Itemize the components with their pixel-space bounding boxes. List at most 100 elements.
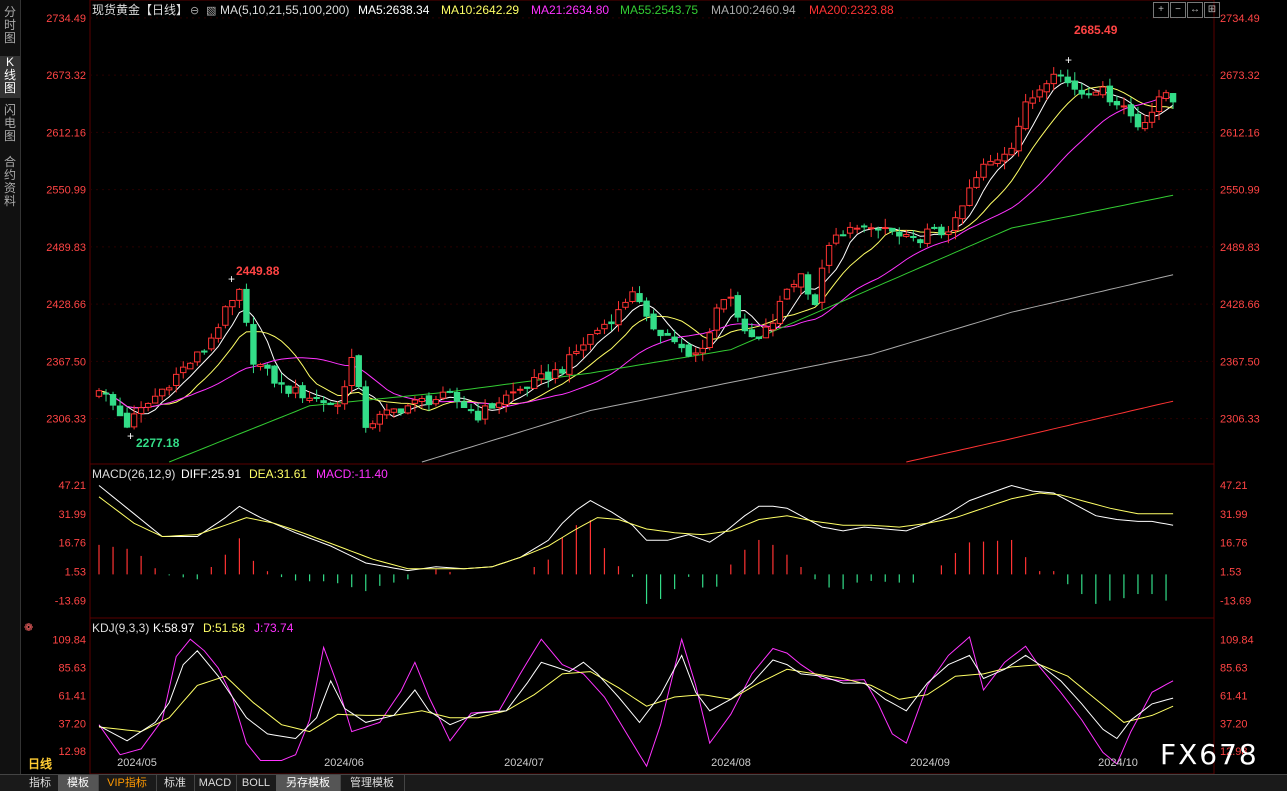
candle-down bbox=[931, 226, 938, 229]
candle-up bbox=[573, 351, 580, 354]
price-tick-label-right: 2612.16 bbox=[1220, 127, 1260, 139]
candle-up bbox=[903, 233, 910, 237]
bottom-toolbar: 指标 模板 VIP指标 标准 MACD BOLL 另存模板 管理模板 bbox=[0, 774, 1287, 791]
candle-down bbox=[488, 403, 496, 409]
ma100-value: MA100:2460.94 bbox=[711, 3, 796, 17]
price-tick-label-right: 2428.66 bbox=[1220, 299, 1260, 311]
kdj-tick-label-right: 37.20 bbox=[1220, 718, 1248, 730]
chart-title: 现货黄金【日线】 bbox=[92, 2, 188, 17]
period-label[interactable]: 日线 bbox=[28, 757, 53, 771]
candle-up bbox=[594, 329, 601, 335]
macd-dea-value: DEA:31.61 bbox=[249, 467, 307, 481]
candle-up bbox=[769, 322, 777, 331]
candle-up bbox=[495, 402, 503, 408]
candle-down bbox=[1169, 93, 1177, 103]
settings-icon[interactable]: ⊖ bbox=[190, 5, 199, 17]
candle-down bbox=[734, 295, 742, 318]
macd-tick-label-left: 31.99 bbox=[58, 509, 86, 521]
candle-down bbox=[264, 364, 271, 369]
ma-params: MA(5,10,21,55,100,200) bbox=[220, 3, 349, 17]
candle-up bbox=[369, 423, 376, 429]
candle-up bbox=[1022, 101, 1029, 130]
candle-up bbox=[348, 356, 355, 387]
candle-down bbox=[278, 382, 285, 385]
candle-down bbox=[875, 228, 882, 231]
candle-up bbox=[987, 160, 994, 166]
tab-timeshare[interactable]: 分时图 bbox=[0, 6, 20, 46]
candle-up bbox=[727, 296, 734, 299]
candle-up bbox=[1092, 91, 1100, 96]
macd-params: MACD(26,12,9) bbox=[92, 467, 175, 481]
candle-up bbox=[432, 399, 440, 405]
candle-up bbox=[1155, 96, 1163, 113]
candle-up bbox=[341, 386, 348, 405]
macd-panel-border bbox=[89, 463, 1215, 619]
bottom-tab-template[interactable]: 模板 bbox=[58, 775, 99, 791]
tab-flash-chart[interactable]: 闪电图 bbox=[0, 104, 20, 146]
tab-contract-info[interactable]: 合约资料 bbox=[0, 156, 20, 212]
candle-up bbox=[945, 231, 952, 236]
candle-down bbox=[685, 344, 692, 357]
candle-up bbox=[1008, 147, 1015, 156]
price-tick-label-right: 2550.99 bbox=[1220, 185, 1260, 197]
bottom-tab-macd[interactable]: MACD bbox=[194, 775, 237, 791]
date-tick-label: 2024/05 bbox=[117, 757, 157, 769]
candle-down bbox=[811, 294, 819, 305]
price-tick-label-right: 2306.33 bbox=[1220, 414, 1260, 426]
bottom-tab-save-template[interactable]: 另存模板 bbox=[276, 775, 341, 791]
candle-down bbox=[453, 391, 461, 402]
candle-up bbox=[1120, 105, 1128, 108]
zoom-in-icon[interactable]: + bbox=[1153, 2, 1169, 18]
kdj-tick-label-left: 85.63 bbox=[58, 662, 86, 674]
fullscreen-icon[interactable]: ⊞ bbox=[1204, 2, 1220, 18]
candle-up bbox=[924, 228, 931, 244]
candle-up bbox=[158, 388, 166, 397]
candle-down bbox=[896, 231, 903, 237]
date-tick-label: 2024/09 bbox=[910, 757, 950, 769]
axis-labels: 2734.49 2734.49 2673.32 2673.32 2612.16 2612.… bbox=[46, 13, 1260, 769]
zoom-out-icon[interactable]: − bbox=[1170, 2, 1186, 18]
candle-down bbox=[1127, 104, 1135, 117]
candle-down bbox=[243, 288, 250, 323]
bottom-tab-indicator[interactable]: 指标 bbox=[22, 775, 59, 791]
candle-down bbox=[1071, 80, 1078, 90]
kdj-tick-label-right: 109.84 bbox=[1220, 634, 1254, 646]
bottom-tab-manage-template[interactable]: 管理模板 bbox=[340, 775, 405, 791]
pan-icon[interactable]: ↔ bbox=[1187, 2, 1203, 18]
candle-down bbox=[755, 336, 763, 339]
candle-up bbox=[882, 227, 889, 230]
bottom-tab-vip-indicator[interactable]: VIP指标 bbox=[98, 775, 157, 791]
ma-toggle-icon[interactable]: ▧ bbox=[206, 5, 216, 17]
chart-canvas[interactable]: 2734.49 2734.49 2673.32 2673.32 2612.16 2612.… bbox=[0, 0, 1287, 775]
candle-up bbox=[706, 332, 713, 349]
candle-down bbox=[678, 343, 685, 349]
candle-up bbox=[95, 390, 103, 397]
kdj-k-line bbox=[98, 650, 1174, 742]
candle-up bbox=[868, 227, 875, 230]
kdj-settings-icon[interactable]: ❁ bbox=[24, 622, 33, 634]
candle-up bbox=[187, 362, 194, 370]
candle-up bbox=[797, 273, 805, 288]
macd-value: MACD:-11.40 bbox=[316, 467, 388, 481]
price-tick-label-left: 2489.83 bbox=[46, 242, 86, 254]
candle-down bbox=[116, 405, 124, 417]
price-tick-label-left: 2673.32 bbox=[46, 70, 86, 82]
ma200-value: MA200:2323.88 bbox=[809, 3, 894, 17]
candle-down bbox=[285, 385, 292, 394]
candle-down bbox=[460, 401, 468, 409]
bottom-tab-boll[interactable]: BOLL bbox=[236, 775, 277, 791]
kdj-j-line bbox=[98, 635, 1174, 768]
kdj-params: KDJ(9,3,3) bbox=[92, 621, 149, 635]
candle-down bbox=[559, 369, 566, 374]
candle-down bbox=[1113, 100, 1121, 106]
bottom-tab-standard[interactable]: 标准 bbox=[156, 775, 195, 791]
candle-up bbox=[783, 288, 791, 300]
candle-down bbox=[657, 329, 664, 337]
candle-down bbox=[271, 365, 278, 384]
candle-up bbox=[776, 300, 784, 324]
price-tick-label-left: 2550.99 bbox=[46, 185, 86, 197]
price-panel-border bbox=[89, 0, 1215, 465]
candle-down bbox=[362, 386, 369, 428]
